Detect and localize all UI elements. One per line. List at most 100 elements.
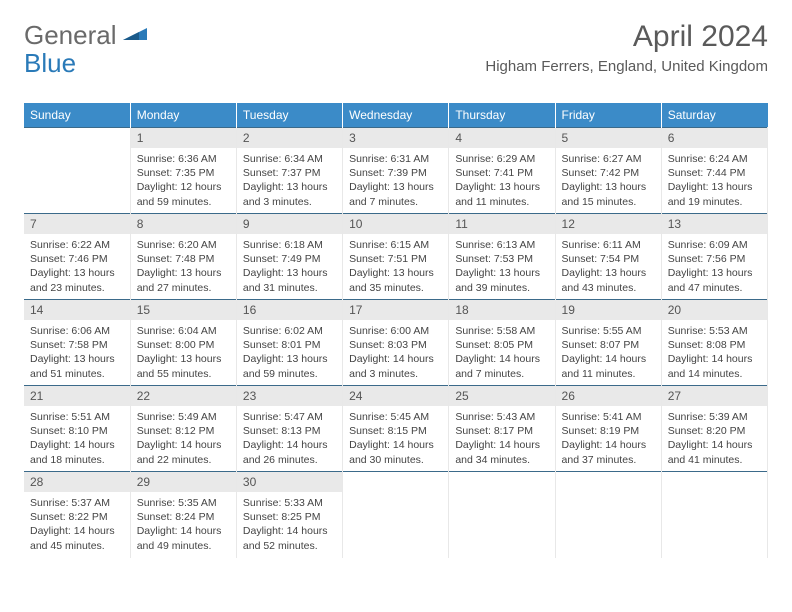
day-details: Sunrise: 6:18 AMSunset: 7:49 PMDaylight:… <box>237 234 342 299</box>
day-number: 19 <box>556 300 661 320</box>
day-detail-line: Sunset: 8:22 PM <box>30 510 124 524</box>
day-details: Sunrise: 5:37 AMSunset: 8:22 PMDaylight:… <box>24 492 130 557</box>
day-detail-line: Daylight: 14 hours and 45 minutes. <box>30 524 124 552</box>
day-number: 13 <box>662 214 767 234</box>
day-detail-line: Sunrise: 6:34 AM <box>243 152 336 166</box>
day-detail-line: Daylight: 14 hours and 11 minutes. <box>562 352 655 380</box>
day-details: Sunrise: 5:33 AMSunset: 8:25 PMDaylight:… <box>237 492 342 557</box>
calendar-week-row: 14Sunrise: 6:06 AMSunset: 7:58 PMDayligh… <box>24 300 768 386</box>
day-detail-line: Sunrise: 6:29 AM <box>455 152 548 166</box>
day-detail-line: Daylight: 13 hours and 15 minutes. <box>562 180 655 208</box>
day-detail-line: Sunrise: 6:31 AM <box>349 152 442 166</box>
day-detail-line: Sunset: 8:24 PM <box>137 510 230 524</box>
day-detail-line: Daylight: 14 hours and 41 minutes. <box>668 438 761 466</box>
day-detail-line: Sunrise: 6:24 AM <box>668 152 761 166</box>
day-detail-line: Sunrise: 5:39 AM <box>668 410 761 424</box>
day-number: 9 <box>237 214 342 234</box>
calendar-day-cell: 19Sunrise: 5:55 AMSunset: 8:07 PMDayligh… <box>555 300 661 386</box>
calendar-day-cell: 13Sunrise: 6:09 AMSunset: 7:56 PMDayligh… <box>661 214 767 300</box>
weekday-header: Monday <box>130 103 236 128</box>
day-detail-line: Daylight: 13 hours and 27 minutes. <box>137 266 230 294</box>
day-number: 10 <box>343 214 448 234</box>
day-details: Sunrise: 6:27 AMSunset: 7:42 PMDaylight:… <box>556 148 661 213</box>
calendar-day-cell: 29Sunrise: 5:35 AMSunset: 8:24 PMDayligh… <box>130 472 236 558</box>
day-detail-line: Daylight: 13 hours and 7 minutes. <box>349 180 442 208</box>
day-detail-line: Sunrise: 6:06 AM <box>30 324 124 338</box>
calendar-day-cell: 26Sunrise: 5:41 AMSunset: 8:19 PMDayligh… <box>555 386 661 472</box>
calendar-empty-cell <box>661 472 767 558</box>
day-detail-line: Sunset: 7:41 PM <box>455 166 548 180</box>
calendar-week-row: 21Sunrise: 5:51 AMSunset: 8:10 PMDayligh… <box>24 386 768 472</box>
day-details: Sunrise: 6:20 AMSunset: 7:48 PMDaylight:… <box>131 234 236 299</box>
day-details: Sunrise: 5:39 AMSunset: 8:20 PMDaylight:… <box>662 406 767 471</box>
day-details: Sunrise: 6:22 AMSunset: 7:46 PMDaylight:… <box>24 234 130 299</box>
calendar-day-cell: 11Sunrise: 6:13 AMSunset: 7:53 PMDayligh… <box>449 214 555 300</box>
day-details: Sunrise: 6:13 AMSunset: 7:53 PMDaylight:… <box>449 234 554 299</box>
day-detail-line: Daylight: 14 hours and 26 minutes. <box>243 438 336 466</box>
day-details: Sunrise: 5:49 AMSunset: 8:12 PMDaylight:… <box>131 406 236 471</box>
calendar-week-row: 1Sunrise: 6:36 AMSunset: 7:35 PMDaylight… <box>24 128 768 214</box>
title-block: April 2024 Higham Ferrers, England, Unit… <box>485 20 768 75</box>
weekday-header: Wednesday <box>343 103 449 128</box>
day-details: Sunrise: 5:35 AMSunset: 8:24 PMDaylight:… <box>131 492 236 557</box>
day-detail-line: Daylight: 14 hours and 49 minutes. <box>137 524 230 552</box>
day-detail-line: Sunset: 8:03 PM <box>349 338 442 352</box>
calendar-week-row: 28Sunrise: 5:37 AMSunset: 8:22 PMDayligh… <box>24 472 768 558</box>
day-number: 28 <box>24 472 130 492</box>
day-detail-line: Daylight: 12 hours and 59 minutes. <box>137 180 230 208</box>
day-details: Sunrise: 6:29 AMSunset: 7:41 PMDaylight:… <box>449 148 554 213</box>
day-details: Sunrise: 6:34 AMSunset: 7:37 PMDaylight:… <box>237 148 342 213</box>
calendar-day-cell: 30Sunrise: 5:33 AMSunset: 8:25 PMDayligh… <box>236 472 342 558</box>
day-detail-line: Daylight: 14 hours and 52 minutes. <box>243 524 336 552</box>
calendar-day-cell: 28Sunrise: 5:37 AMSunset: 8:22 PMDayligh… <box>24 472 130 558</box>
day-details: Sunrise: 6:00 AMSunset: 8:03 PMDaylight:… <box>343 320 448 385</box>
day-detail-line: Daylight: 13 hours and 3 minutes. <box>243 180 336 208</box>
day-details: Sunrise: 6:24 AMSunset: 7:44 PMDaylight:… <box>662 148 767 213</box>
day-details: Sunrise: 6:04 AMSunset: 8:00 PMDaylight:… <box>131 320 236 385</box>
day-detail-line: Sunset: 7:49 PM <box>243 252 336 266</box>
day-details: Sunrise: 6:11 AMSunset: 7:54 PMDaylight:… <box>556 234 661 299</box>
day-detail-line: Sunrise: 5:45 AM <box>349 410 442 424</box>
day-detail-line: Sunset: 8:13 PM <box>243 424 336 438</box>
day-detail-line: Sunrise: 5:53 AM <box>668 324 761 338</box>
day-details: Sunrise: 5:43 AMSunset: 8:17 PMDaylight:… <box>449 406 554 471</box>
day-detail-line: Daylight: 14 hours and 18 minutes. <box>30 438 124 466</box>
day-detail-line: Sunset: 8:17 PM <box>455 424 548 438</box>
weekday-header: Tuesday <box>236 103 342 128</box>
day-number: 7 <box>24 214 130 234</box>
day-detail-line: Sunset: 8:15 PM <box>349 424 442 438</box>
location-subtitle: Higham Ferrers, England, United Kingdom <box>485 58 768 75</box>
day-number: 24 <box>343 386 448 406</box>
day-detail-line: Sunset: 7:48 PM <box>137 252 230 266</box>
calendar-day-cell: 5Sunrise: 6:27 AMSunset: 7:42 PMDaylight… <box>555 128 661 214</box>
day-detail-line: Daylight: 13 hours and 51 minutes. <box>30 352 124 380</box>
day-number: 5 <box>556 128 661 148</box>
day-detail-line: Sunset: 7:58 PM <box>30 338 124 352</box>
day-number: 25 <box>449 386 554 406</box>
calendar-day-cell: 24Sunrise: 5:45 AMSunset: 8:15 PMDayligh… <box>343 386 449 472</box>
calendar-day-cell: 1Sunrise: 6:36 AMSunset: 7:35 PMDaylight… <box>130 128 236 214</box>
day-detail-line: Daylight: 13 hours and 55 minutes. <box>137 352 230 380</box>
day-detail-line: Sunset: 7:53 PM <box>455 252 548 266</box>
day-number: 18 <box>449 300 554 320</box>
day-number: 22 <box>131 386 236 406</box>
day-number: 29 <box>131 472 236 492</box>
day-number: 12 <box>556 214 661 234</box>
day-number: 6 <box>662 128 767 148</box>
day-detail-line: Daylight: 13 hours and 23 minutes. <box>30 266 124 294</box>
day-detail-line: Sunrise: 6:00 AM <box>349 324 442 338</box>
calendar-day-cell: 15Sunrise: 6:04 AMSunset: 8:00 PMDayligh… <box>130 300 236 386</box>
day-number: 15 <box>131 300 236 320</box>
day-detail-line: Daylight: 13 hours and 59 minutes. <box>243 352 336 380</box>
weekday-header: Friday <box>555 103 661 128</box>
day-details: Sunrise: 5:55 AMSunset: 8:07 PMDaylight:… <box>556 320 661 385</box>
day-details: Sunrise: 5:58 AMSunset: 8:05 PMDaylight:… <box>449 320 554 385</box>
calendar-day-cell: 21Sunrise: 5:51 AMSunset: 8:10 PMDayligh… <box>24 386 130 472</box>
day-detail-line: Sunset: 7:35 PM <box>137 166 230 180</box>
day-detail-line: Daylight: 14 hours and 14 minutes. <box>668 352 761 380</box>
calendar-day-cell: 12Sunrise: 6:11 AMSunset: 7:54 PMDayligh… <box>555 214 661 300</box>
calendar-day-cell: 10Sunrise: 6:15 AMSunset: 7:51 PMDayligh… <box>343 214 449 300</box>
day-detail-line: Sunrise: 6:15 AM <box>349 238 442 252</box>
day-detail-line: Daylight: 13 hours and 39 minutes. <box>455 266 548 294</box>
day-detail-line: Sunrise: 6:11 AM <box>562 238 655 252</box>
